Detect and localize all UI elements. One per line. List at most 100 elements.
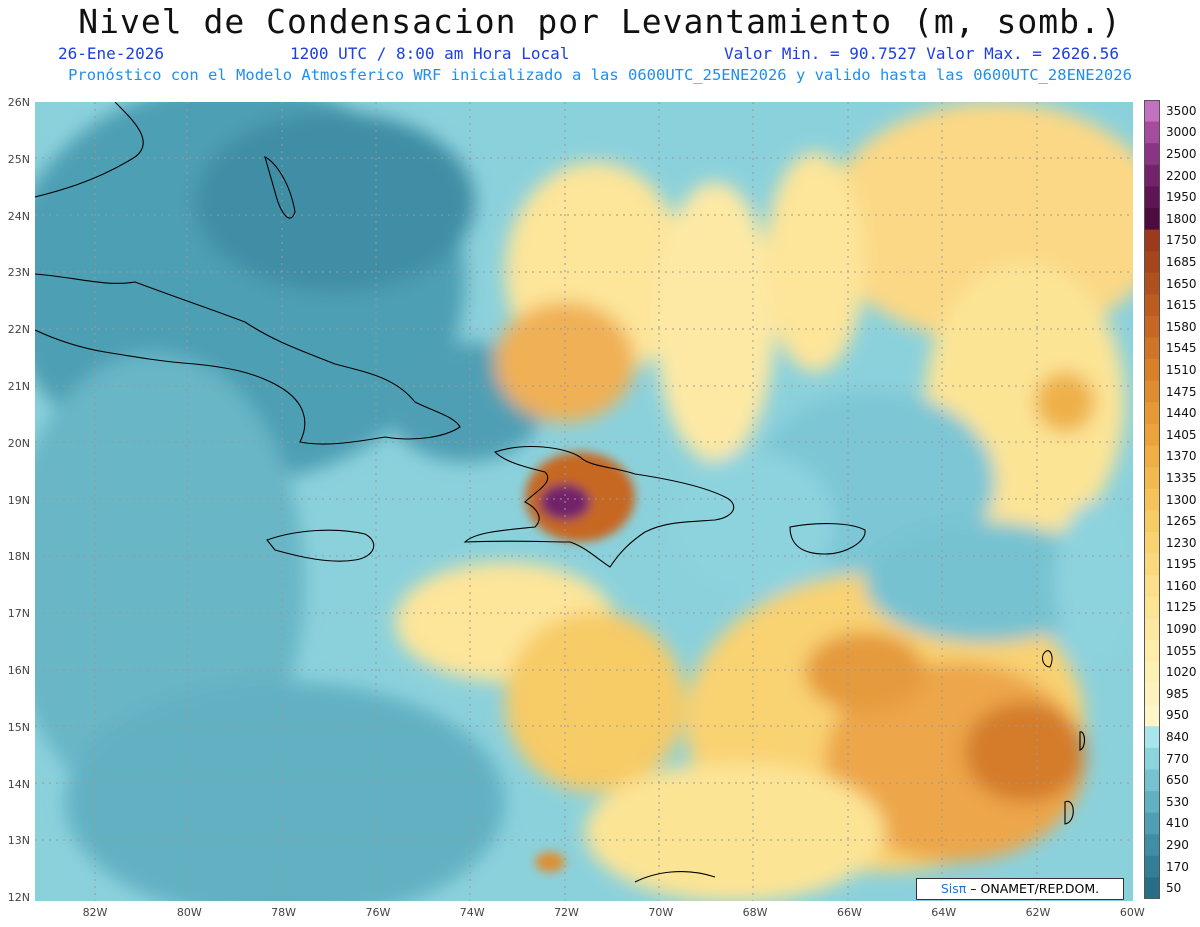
colorbar-swatch <box>1144 402 1160 425</box>
colorbar-swatch <box>1144 445 1160 468</box>
credit-text: – ONAMET/REP.DOM. <box>970 881 1100 896</box>
colorbar-swatch <box>1144 661 1160 684</box>
lat-lon-grid <box>35 102 1133 901</box>
latitude-label: 19N <box>7 493 30 507</box>
colorbar-swatch <box>1144 337 1160 360</box>
valid-time: 1200 UTC / 8:00 am Hora Local <box>290 44 570 63</box>
colorbar-swatch <box>1144 380 1160 403</box>
colorbar-label: 1510 <box>1166 362 1197 377</box>
colorbar-label: 950 <box>1166 708 1189 723</box>
puerto-rico-outline <box>789 523 866 555</box>
colorbar-swatch <box>1144 639 1160 662</box>
colorbar-label: 1545 <box>1166 341 1197 356</box>
colorbar-swatch <box>1144 683 1160 706</box>
colorbar-label: 1750 <box>1166 233 1197 248</box>
colorbar-label: 1475 <box>1166 384 1197 399</box>
colorbar-swatch <box>1144 747 1160 770</box>
colorbar-label: 1230 <box>1166 535 1197 550</box>
latitude-label: 12N <box>7 891 30 905</box>
colorbar-swatch <box>1144 704 1160 727</box>
latitude-label: 20N <box>7 436 30 450</box>
value-range: Valor Min. = 90.7527 Valor Max. = 2626.5… <box>724 44 1119 63</box>
colorbar-label: 1055 <box>1166 643 1197 658</box>
longitude-label: 74W <box>459 906 485 919</box>
colorbar-swatch <box>1144 618 1160 641</box>
longitude-label: 76W <box>365 906 391 919</box>
longitude-label: 72W <box>554 906 579 919</box>
colorbar-label: 1125 <box>1166 600 1197 615</box>
colorbar-swatch <box>1144 596 1160 619</box>
latitude-label: 16N <box>7 664 30 677</box>
colorbar-label: 290 <box>1166 838 1189 852</box>
longitude-label: 60W <box>1119 906 1145 919</box>
map-title: Nivel de Condensacion por Levantamiento … <box>78 2 1122 41</box>
colorbar-swatch <box>1144 423 1160 447</box>
colorbar-label: 1580 <box>1166 319 1197 334</box>
andros-outline <box>264 155 296 219</box>
colorbar-label: 2500 <box>1166 146 1197 161</box>
colorbar-swatch <box>1144 100 1160 123</box>
colorbar-swatch <box>1144 855 1160 878</box>
latitude-label: 13N <box>7 834 30 848</box>
latitude-label: 25N <box>7 152 30 166</box>
colorbar-label: 1265 <box>1166 514 1197 529</box>
colorbar-label: 1020 <box>1166 665 1197 680</box>
guadeloupe-outline <box>1041 650 1053 668</box>
colorbar-swatch <box>1144 251 1160 274</box>
st-lucia-outline <box>1064 800 1074 825</box>
latitude-label: 23N <box>7 266 30 280</box>
colorbar-label: 530 <box>1166 794 1189 809</box>
colorbar-label: 3000 <box>1166 125 1197 140</box>
colorbar <box>1144 100 1160 899</box>
shaded-field <box>35 102 1133 901</box>
colorbar-label: 1195 <box>1166 557 1197 572</box>
colorbar-label: 50 <box>1166 881 1182 896</box>
colorbar-label: 1800 <box>1166 211 1197 226</box>
colorbar-swatch <box>1144 467 1160 490</box>
colorbar-label: 2200 <box>1166 168 1197 183</box>
colorbar-swatch <box>1144 531 1160 554</box>
longitude-label: 82W <box>82 906 108 919</box>
colorbar-label: 1405 <box>1166 427 1197 442</box>
colorbar-label: 1950 <box>1166 190 1197 205</box>
model-info: Pronóstico con el Modelo Atmosferico WRF… <box>68 66 1132 84</box>
colorbar-swatch <box>1144 315 1160 339</box>
latitude-label: 14N <box>7 777 30 791</box>
south-america-outline <box>634 871 716 883</box>
colorbar-swatch <box>1144 164 1160 187</box>
longitude-label: 80W <box>176 906 202 919</box>
longitude-label: 62W <box>1025 906 1051 919</box>
longitude-label: 70W <box>648 906 674 919</box>
colorbar-swatch <box>1144 510 1160 533</box>
longitude-label: 66W <box>836 906 862 919</box>
colorbar-swatch <box>1144 575 1160 598</box>
colorbar-label: 650 <box>1166 773 1189 788</box>
latitude-label: 15N <box>7 720 30 734</box>
colorbar-swatch <box>1144 207 1160 231</box>
colorbar-swatch <box>1144 186 1160 209</box>
colorbar-swatch <box>1144 229 1160 252</box>
colorbar-label: 1440 <box>1166 406 1197 421</box>
colorbar-label: 1615 <box>1166 298 1197 313</box>
colorbar-swatch <box>1144 726 1160 749</box>
colorbar-swatch <box>1144 121 1160 144</box>
colorbar-label: 985 <box>1166 686 1189 701</box>
colorbar-label: 3500 <box>1166 103 1197 118</box>
colorbar-swatch <box>1144 834 1160 857</box>
colorbar-swatch <box>1144 877 1160 899</box>
latitude-label: 24N <box>7 209 30 223</box>
colorbar-swatch <box>1144 812 1160 835</box>
colorbar-swatch <box>1144 359 1160 382</box>
hispaniola-outline <box>463 446 735 568</box>
colorbar-label: 770 <box>1166 751 1189 766</box>
florida-outline <box>35 102 144 198</box>
martinique-outline <box>1079 731 1086 751</box>
colorbar-label: 1685 <box>1166 254 1197 269</box>
colorbar-swatch <box>1144 488 1160 511</box>
colorbar-label: 1090 <box>1166 622 1197 637</box>
colorbar-label: 840 <box>1166 730 1189 745</box>
colorbar-swatch <box>1144 769 1160 792</box>
cuba-outline <box>35 273 461 445</box>
latitude-label: 18N <box>7 550 30 564</box>
colorbar-label: 1370 <box>1166 449 1197 464</box>
